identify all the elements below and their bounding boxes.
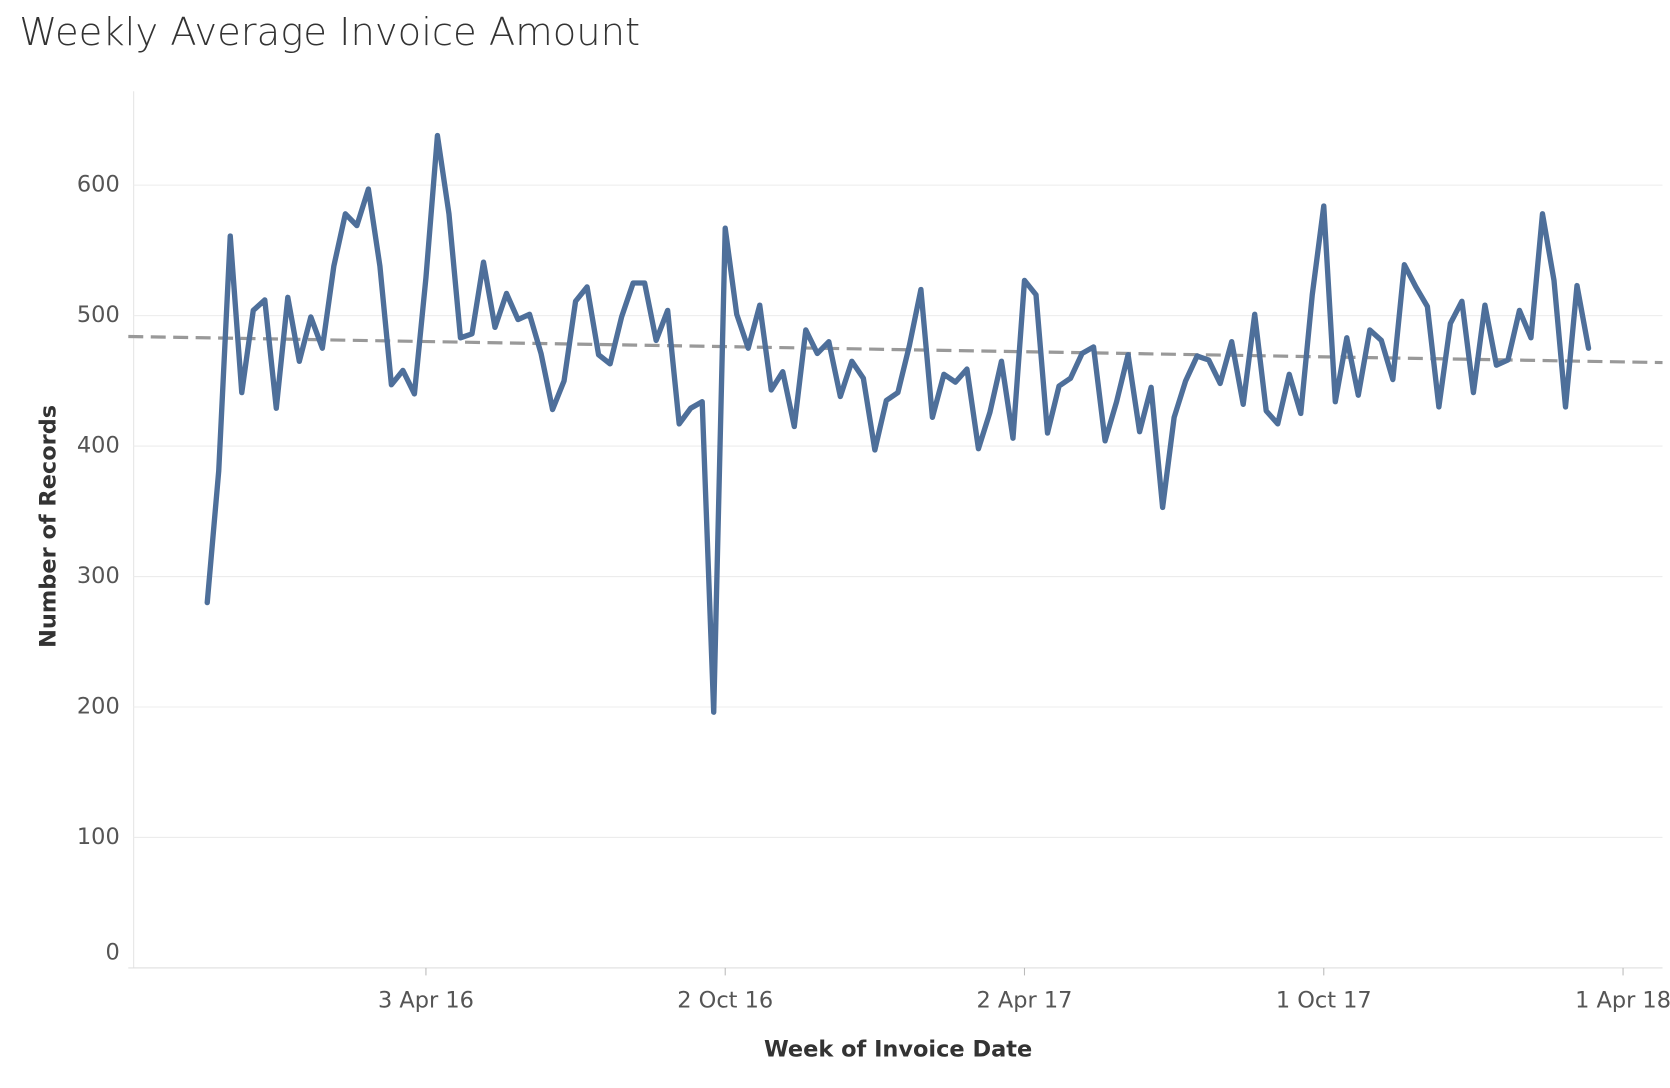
data-line [204,132,1592,715]
y-tick-label: 200 [77,693,120,719]
x-tick-label: 2 Apr 17 [977,988,1073,1014]
x-tick-label: 1 Apr 18 [1575,988,1670,1014]
y-tick-label: 600 [77,172,120,198]
y-tick-label: 100 [77,824,120,850]
trend-line [128,334,1663,365]
x-tick-label: 1 Oct 17 [1276,988,1372,1014]
x-axis-title: Week of Invoice Date [764,1037,1032,1063]
x-tick-label: 3 Apr 16 [378,988,474,1014]
x-tick-label: 2 Oct 16 [677,988,773,1014]
y-tick-label: 0 [105,939,119,965]
y-tick-label: 400 [77,433,120,459]
chart-title: Weekly Average Invoice Amount [19,10,640,55]
y-axis-title: Number of Records [36,405,62,648]
y-tick-label: 500 [77,302,120,328]
y-tick-label: 300 [77,563,120,589]
